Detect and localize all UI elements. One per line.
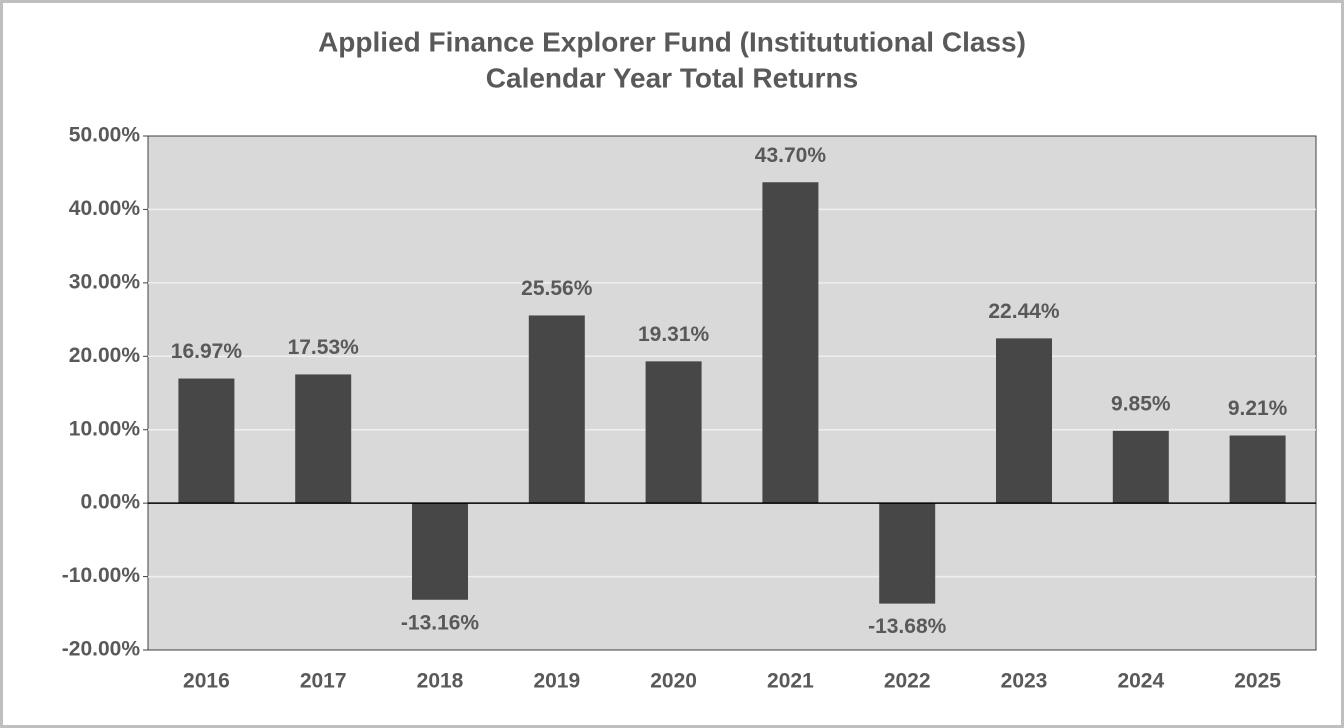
bar: [645, 361, 702, 504]
x-tick-label: 2023: [1001, 670, 1048, 693]
x-tick-label: 2018: [417, 670, 464, 693]
x-tick-label: 2020: [650, 670, 697, 693]
bar: [1229, 435, 1286, 504]
bar: [996, 338, 1052, 504]
x-tick-label: 2025: [1234, 670, 1281, 693]
y-tick-label: 20.00%: [69, 344, 141, 367]
x-tick-label: 2017: [300, 670, 347, 693]
x-tick-label: 2024: [1117, 670, 1164, 693]
data-label: 9.21%: [1228, 397, 1288, 420]
data-label: 17.53%: [288, 336, 360, 359]
x-tick-label: 2016: [183, 670, 230, 693]
bar: [412, 503, 468, 600]
bar: [178, 378, 235, 504]
y-tick-label: 10.00%: [69, 417, 141, 440]
y-tick-label: 30.00%: [69, 270, 141, 293]
y-tick-label: -10.00%: [62, 564, 141, 587]
chart-subtitle: Calendar Year Total Returns: [486, 62, 858, 93]
y-tick-label: 40.00%: [69, 197, 141, 220]
x-tick-label: 2022: [884, 670, 931, 693]
data-label: 22.44%: [988, 300, 1060, 323]
data-label: 9.85%: [1111, 392, 1171, 415]
bar: [528, 315, 585, 504]
y-tick-label: 0.00%: [80, 491, 140, 514]
bar: [1112, 430, 1169, 504]
bar: [762, 182, 819, 504]
bar: [295, 374, 352, 504]
data-label: 19.31%: [638, 323, 710, 346]
y-tick-label: 50.00%: [69, 124, 141, 147]
data-label: -13.16%: [401, 611, 480, 634]
chart-title: Applied Finance Explorer Fund (Institutu…: [318, 26, 1026, 57]
bar: [879, 503, 936, 604]
x-tick-label: 2019: [533, 670, 580, 693]
x-tick-label: 2021: [767, 670, 814, 693]
data-label: -13.68%: [868, 615, 947, 638]
y-tick-label: -20.00%: [62, 638, 141, 661]
data-label: 43.70%: [755, 144, 827, 167]
data-label: 25.56%: [521, 277, 593, 300]
data-label: 16.97%: [171, 340, 243, 363]
